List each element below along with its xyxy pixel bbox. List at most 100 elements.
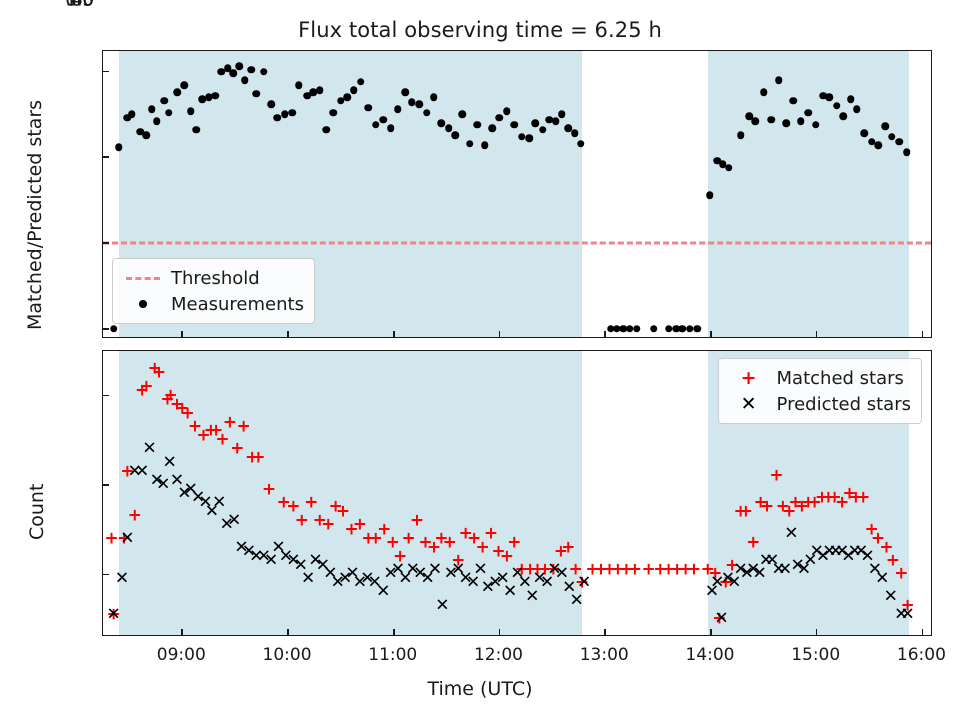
data-point-predicted-stars: ✕ [256, 546, 271, 567]
data-point-predicted-stars: ✕ [323, 563, 338, 584]
shaded-region-2 [707, 51, 909, 337]
dot-icon [139, 300, 147, 308]
data-point-matched-stars: + [276, 492, 291, 513]
data-point-predicted-stars: ✕ [739, 563, 755, 584]
data-point-matched-stars: + [900, 595, 915, 616]
data-point-measurements [619, 324, 627, 333]
x-tick-mark [815, 629, 818, 635]
data-point-measurements [379, 115, 387, 124]
data-point-predicted-stars: ✕ [234, 537, 249, 558]
data-point-measurements [127, 110, 136, 119]
data-point-predicted-stars: ✕ [539, 572, 555, 593]
x-tick-mark [921, 331, 924, 337]
data-point-matched-stars: + [175, 398, 190, 419]
data-point-measurements [259, 67, 268, 76]
data-point-predicted-stars: ✕ [510, 563, 525, 584]
data-point-measurements [480, 141, 489, 150]
data-point-measurements [288, 108, 296, 117]
data-point-measurements [833, 102, 841, 110]
data-point-measurements [825, 93, 834, 102]
data-point-matched-stars: + [180, 403, 195, 424]
data-point-matched-stars: + [434, 528, 449, 549]
data-point-predicted-stars: ✕ [212, 492, 227, 513]
data-point-matched-stars: + [653, 559, 668, 580]
legend-marker-cross-icon: ✕ [727, 394, 771, 414]
data-point-measurements [281, 110, 289, 119]
data-point-measurements [902, 148, 911, 156]
x-tick-mark [710, 331, 712, 337]
data-point-matched-stars: + [418, 532, 433, 553]
data-point-predicted-stars: ✕ [860, 546, 875, 567]
data-point-matched-stars: + [782, 501, 797, 522]
data-point-measurements [394, 105, 402, 114]
data-point-measurements [160, 96, 169, 105]
data-point-measurements [525, 134, 533, 143]
data-point-measurements [247, 66, 255, 74]
data-point-measurements [192, 126, 200, 134]
data-point-measurements [322, 126, 330, 134]
data-point-predicted-stars: ✕ [796, 559, 812, 580]
shaded-region-1 [118, 351, 582, 635]
data-point-measurements [217, 67, 226, 76]
y-tick-mark [103, 242, 109, 244]
data-point-predicted-stars: ✕ [263, 550, 279, 571]
y-tick-mark [103, 327, 109, 330]
data-point-measurements [115, 143, 123, 151]
data-point-predicted-stars: ✕ [834, 541, 850, 562]
y-tick-mark [103, 156, 109, 159]
data-point-measurements [551, 117, 560, 126]
data-point-predicted-stars: ✕ [106, 604, 121, 625]
data-point-measurements [751, 117, 760, 126]
data-point-measurements [240, 76, 249, 84]
data-point-matched-stars: + [879, 537, 894, 558]
data-point-measurements [650, 324, 658, 333]
data-point-predicted-stars: ✕ [720, 568, 735, 589]
dashed-line-icon [126, 276, 160, 280]
data-point-measurements [316, 86, 324, 95]
data-point-matched-stars: + [700, 559, 715, 580]
data-point-predicted-stars: ✕ [569, 590, 584, 611]
x-tick-mark [604, 629, 607, 635]
data-point-measurements [329, 108, 338, 117]
data-point-measurements [672, 324, 680, 333]
data-point-matched-stars: + [864, 519, 879, 540]
data-point-measurements [811, 120, 820, 129]
data-point-predicted-stars: ✕ [828, 541, 843, 562]
data-point-predicted-stars: ✕ [226, 510, 242, 531]
data-point-predicted-stars: ✕ [784, 523, 799, 544]
data-point-matched-stars: + [196, 425, 211, 446]
x-tick-mark [287, 629, 289, 635]
y-tick-label: 1.0 [65, 0, 94, 11]
data-point-predicted-stars: ✕ [134, 461, 150, 482]
data-point-measurements [495, 114, 504, 122]
data-point-matched-stars: + [104, 528, 119, 549]
data-point-predicted-stars: ✕ [149, 470, 165, 491]
x-tick-mark [815, 331, 818, 337]
data-point-predicted-stars: ✕ [376, 581, 391, 602]
data-point-matched-stars: + [187, 416, 203, 437]
top-panel-y-axis-label: Matched/Predicted stars [24, 99, 46, 330]
data-point-measurements [633, 324, 641, 333]
data-point-measurements [867, 138, 876, 146]
data-point-matched-stars: + [426, 537, 442, 558]
data-point-matched-stars: + [304, 492, 319, 513]
data-point-measurements [147, 105, 156, 114]
x-tick-mark [710, 629, 712, 635]
data-point-matched-stars: + [801, 492, 816, 513]
y-tick-label: 0.5 [65, 0, 94, 11]
data-point-measurements [198, 95, 207, 103]
data-point-measurements [782, 119, 790, 127]
data-point-predicted-stars: ✕ [345, 563, 360, 584]
data-point-matched-stars: + [627, 559, 642, 580]
data-point-measurements [606, 324, 615, 333]
x-tick-mark [921, 629, 924, 635]
data-point-measurements [888, 132, 896, 141]
data-point-measurements [693, 324, 701, 333]
data-point-measurements [846, 95, 855, 103]
data-point-matched-stars: + [483, 523, 499, 544]
data-point-matched-stars: + [120, 461, 135, 482]
data-point-predicted-stars: ✕ [271, 537, 286, 558]
data-point-predicted-stars: ✕ [198, 492, 213, 513]
x-tick-mark [498, 629, 501, 635]
data-point-predicted-stars: ✕ [308, 550, 323, 571]
